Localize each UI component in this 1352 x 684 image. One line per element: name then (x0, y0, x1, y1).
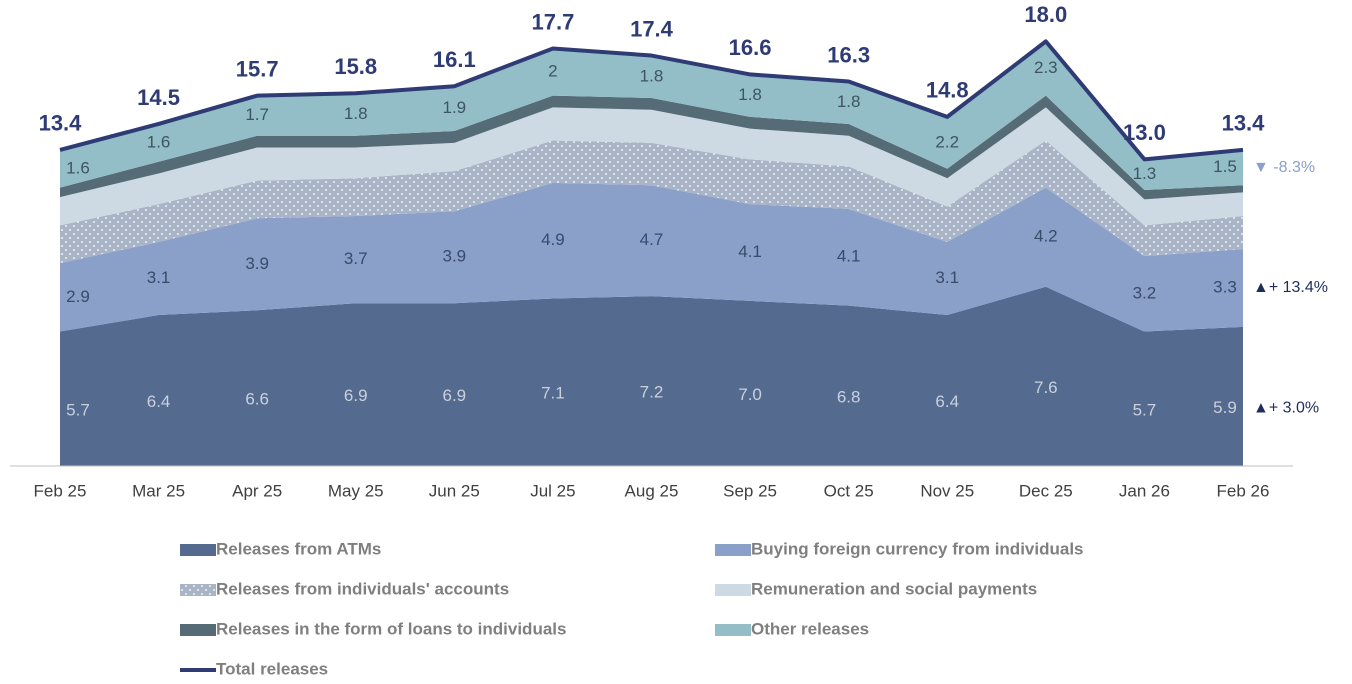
total-label: 13.4 (39, 111, 83, 136)
data-label: 2.3 (1034, 58, 1058, 77)
data-label: 3.3 (1213, 277, 1237, 296)
area (60, 41, 1243, 191)
x-tick-label: Feb 26 (1217, 481, 1270, 500)
data-label: 3.9 (245, 254, 269, 273)
legend-swatch (715, 544, 751, 556)
data-label: 3.7 (344, 249, 368, 268)
data-label: 5.9 (1213, 398, 1237, 417)
data-label: 6.4 (147, 392, 171, 411)
data-label: 4.2 (1034, 227, 1058, 246)
data-label: 6.6 (245, 390, 269, 409)
total-label: 13.4 (1222, 111, 1266, 136)
area (60, 182, 1243, 332)
total-label: 17.4 (630, 16, 674, 41)
total-label: 13.0 (1123, 120, 1166, 145)
total-label: 16.3 (827, 42, 870, 67)
x-tick-label: May 25 (328, 481, 384, 500)
area (60, 286, 1243, 466)
data-label: 4.7 (640, 230, 664, 249)
legend-label: Releases in the form of loans to individ… (216, 619, 566, 638)
area (60, 95, 1243, 200)
data-label: 1.6 (66, 158, 90, 177)
total-label: 16.1 (433, 47, 476, 72)
data-label: 3.9 (443, 247, 467, 266)
data-label: 3.2 (1133, 283, 1157, 302)
data-label: 3.1 (935, 268, 959, 287)
data-label: 5.7 (1133, 400, 1157, 419)
data-label: 3.1 (147, 268, 171, 287)
data-label: 1.8 (344, 104, 368, 123)
x-tick-label: Sep 25 (723, 481, 777, 500)
legend-swatch (180, 544, 216, 556)
legend-swatch (715, 584, 751, 596)
total-label: 14.8 (926, 78, 969, 103)
data-label: 1.9 (443, 98, 467, 117)
total-label: 16.6 (729, 35, 772, 60)
total-line (59, 39, 1244, 162)
data-label: 6.4 (935, 392, 959, 411)
total-label: 18.0 (1024, 2, 1067, 27)
legend-label: Buying foreign currency from individuals (751, 539, 1084, 558)
x-tick-label: Feb 25 (34, 481, 87, 500)
total-label: 15.8 (334, 54, 377, 79)
data-label: 1.8 (640, 66, 664, 85)
data-label: 2 (548, 62, 557, 81)
total-label: 15.7 (236, 56, 279, 81)
x-tick-label: Apr 25 (232, 481, 282, 500)
data-label: 6.9 (443, 386, 467, 405)
change-label: ▼ -8.3% (1253, 159, 1315, 176)
data-label: 4.1 (837, 247, 861, 266)
legend-label: Remuneration and social payments (751, 579, 1037, 598)
data-label: 1.8 (837, 92, 861, 111)
x-tick-label: Jun 25 (429, 481, 480, 500)
data-label: 7.1 (541, 384, 565, 403)
data-label: 1.7 (245, 105, 269, 124)
x-tick-label: Aug 25 (625, 481, 679, 500)
x-tick-label: Mar 25 (132, 481, 185, 500)
data-label: 7.2 (640, 383, 664, 402)
legend-label: Total releases (216, 659, 328, 678)
x-tick-label: Jan 26 (1119, 481, 1170, 500)
data-label: 6.8 (837, 387, 861, 406)
data-label: 1.3 (1133, 164, 1157, 183)
data-label: 4.1 (738, 242, 762, 261)
legend-swatch (180, 624, 216, 636)
data-label: 1.8 (738, 85, 762, 104)
data-label: 5.7 (66, 400, 90, 419)
data-label: 2.9 (66, 287, 90, 306)
x-tick-label: Jul 25 (530, 481, 575, 500)
legend-swatch (180, 584, 216, 596)
data-label: 6.9 (344, 386, 368, 405)
change-label: ▲+ 13.4% (1253, 279, 1328, 296)
data-label: 1.5 (1213, 157, 1237, 176)
change-label: ▲+ 3.0% (1253, 400, 1319, 417)
legend-swatch (715, 624, 751, 636)
data-label: 2.2 (935, 132, 959, 151)
area (60, 107, 1243, 226)
legend-label: Other releases (751, 619, 869, 638)
data-label: 7.0 (738, 385, 762, 404)
legend-label: Releases from ATMs (216, 539, 381, 558)
x-tick-label: Oct 25 (824, 481, 874, 500)
data-label: 7.6 (1034, 378, 1058, 397)
area (60, 140, 1243, 264)
x-tick-label: Dec 25 (1019, 481, 1073, 500)
total-label: 17.7 (532, 9, 575, 34)
legend-label: Releases from individuals' accounts (216, 579, 509, 598)
x-tick-label: Nov 25 (920, 481, 974, 500)
data-label: 4.9 (541, 230, 565, 249)
data-label: 1.6 (147, 132, 171, 151)
total-label: 14.5 (137, 85, 180, 110)
